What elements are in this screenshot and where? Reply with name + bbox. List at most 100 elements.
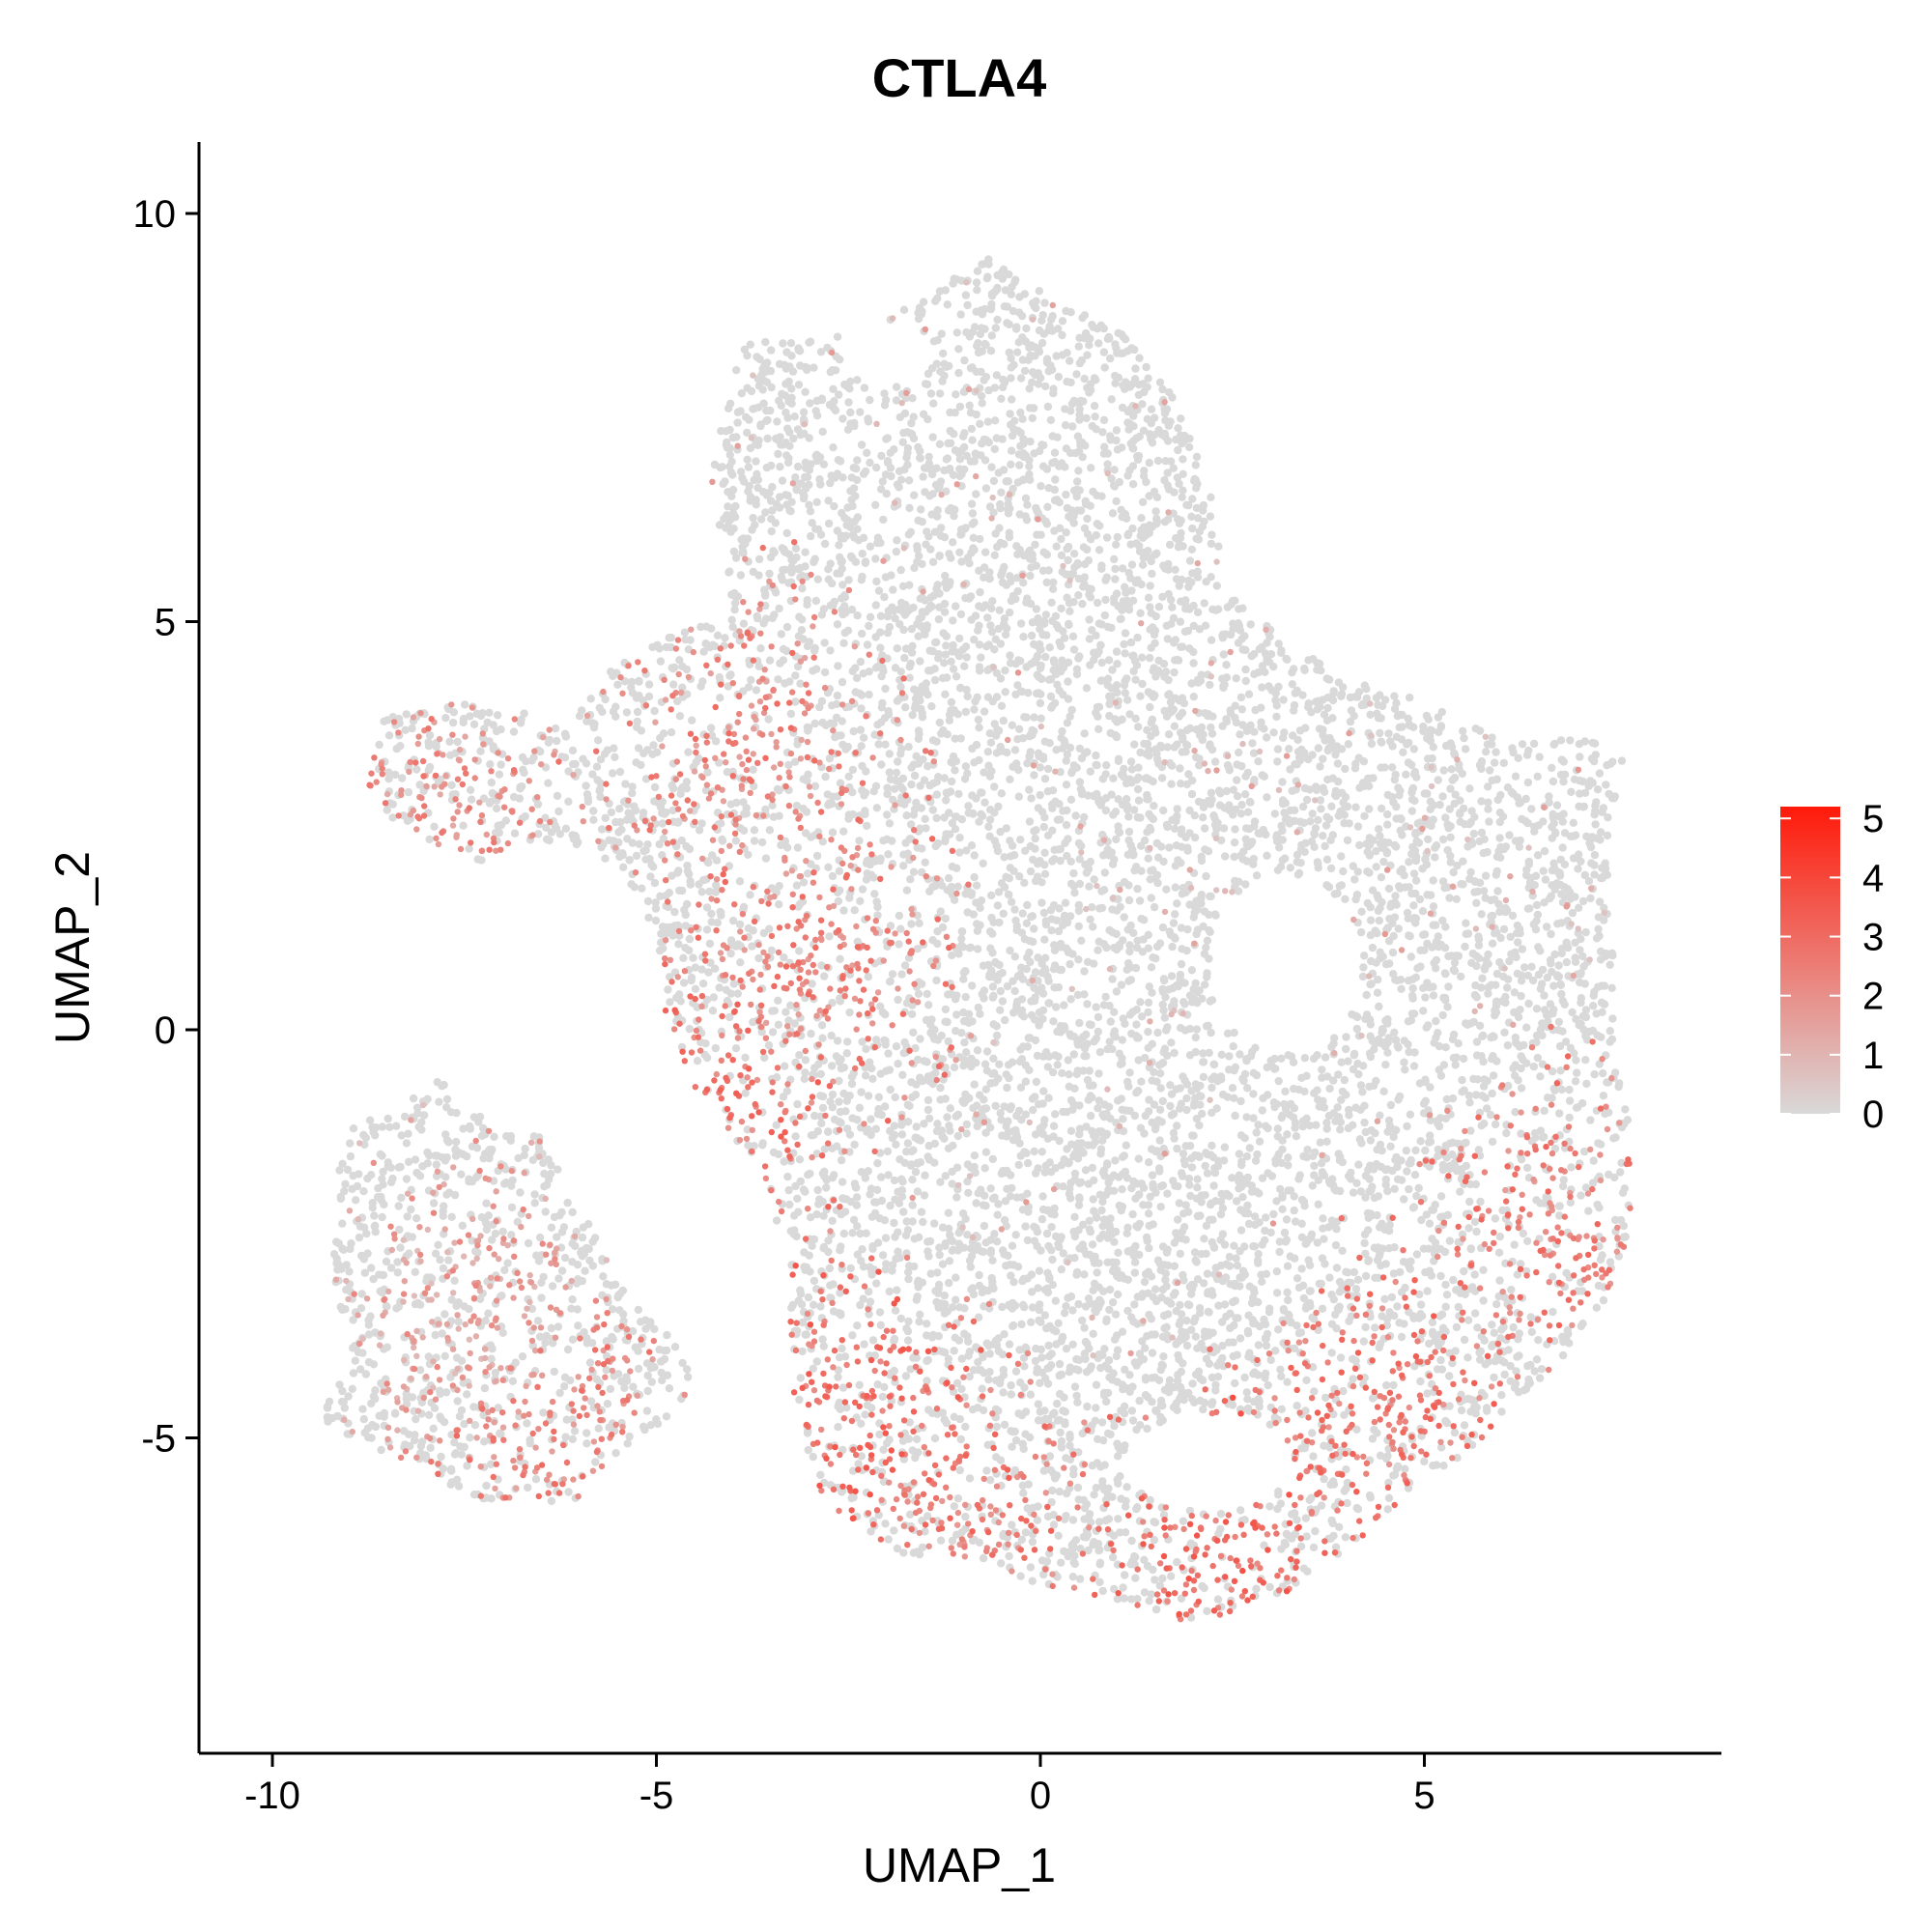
scatter-point bbox=[1001, 1015, 1009, 1025]
scatter-point bbox=[1366, 916, 1376, 924]
scatter-point bbox=[876, 643, 885, 652]
scatter-point bbox=[786, 1001, 795, 1010]
scatter-point bbox=[1106, 728, 1115, 738]
scatter-point bbox=[795, 1051, 804, 1060]
scatter-point bbox=[360, 1429, 369, 1437]
scatter-point bbox=[1023, 759, 1032, 768]
scatter-point bbox=[1199, 1072, 1208, 1082]
scatter-point bbox=[822, 1183, 831, 1192]
scatter-point bbox=[596, 755, 606, 764]
scatter-point bbox=[1059, 1249, 1067, 1258]
scatter-point bbox=[825, 754, 835, 763]
scatter-point bbox=[1165, 540, 1175, 550]
scatter-point bbox=[1396, 1267, 1405, 1277]
scatter-point bbox=[838, 1194, 847, 1203]
scatter-point bbox=[984, 1376, 993, 1384]
scatter-point bbox=[1176, 533, 1185, 543]
scatter-point bbox=[1333, 889, 1342, 897]
scatter-point bbox=[1137, 514, 1146, 523]
scatter-point bbox=[1349, 1188, 1358, 1197]
scatter-point bbox=[1150, 487, 1159, 497]
scatter-point bbox=[1470, 1217, 1480, 1227]
scatter-point bbox=[767, 346, 776, 355]
scatter-point bbox=[521, 811, 529, 821]
scatter-point bbox=[1151, 728, 1160, 737]
scatter-point bbox=[1002, 1262, 1010, 1270]
scatter-point bbox=[346, 1151, 355, 1161]
scatter-point bbox=[851, 688, 860, 696]
scatter-point bbox=[1177, 414, 1185, 423]
scatter-point bbox=[978, 1384, 986, 1393]
scatter-point bbox=[1474, 932, 1483, 941]
scatter-point bbox=[1027, 794, 1036, 803]
scatter-point bbox=[1040, 869, 1050, 878]
scatter-point bbox=[1026, 1563, 1036, 1572]
scatter-point bbox=[1308, 1181, 1318, 1190]
scatter-point bbox=[1302, 1532, 1311, 1541]
scatter-point bbox=[1272, 712, 1281, 722]
scatter-point bbox=[767, 946, 776, 955]
scatter-point bbox=[1004, 1251, 1012, 1261]
scatter-point bbox=[1049, 1520, 1059, 1529]
scatter-point bbox=[1156, 1084, 1165, 1093]
scatter-point bbox=[408, 724, 416, 733]
scatter-point bbox=[1049, 389, 1058, 398]
scatter-point bbox=[1483, 740, 1492, 749]
scatter-point bbox=[1004, 477, 1013, 486]
scatter-point bbox=[560, 1253, 570, 1263]
scatter-point bbox=[988, 949, 997, 957]
scatter-point bbox=[776, 463, 784, 471]
chart-title: CTLA4 bbox=[872, 47, 1046, 108]
scatter-point bbox=[1185, 434, 1194, 443]
scatter-point bbox=[1068, 1573, 1078, 1581]
scatter-point bbox=[1050, 485, 1060, 495]
scatter-point bbox=[793, 843, 803, 852]
scatter-point bbox=[1459, 857, 1467, 866]
scatter-point bbox=[1374, 894, 1382, 903]
scatter-point bbox=[447, 1212, 456, 1222]
scatter-point bbox=[899, 862, 908, 870]
scatter-point bbox=[1383, 1452, 1392, 1461]
scatter-point bbox=[932, 737, 941, 746]
scatter-point bbox=[1452, 1322, 1462, 1332]
scatter-point bbox=[403, 1212, 412, 1221]
scatter-point bbox=[1566, 1198, 1576, 1208]
scatter-point bbox=[833, 620, 842, 629]
scatter-point bbox=[1523, 778, 1533, 787]
scatter-point bbox=[430, 822, 439, 831]
scatter-point bbox=[1384, 884, 1394, 894]
scatter-point bbox=[1367, 739, 1377, 749]
scatter-point bbox=[1010, 746, 1020, 754]
scatter-point bbox=[1037, 1148, 1047, 1156]
scatter-point bbox=[1283, 1262, 1293, 1270]
scatter-point bbox=[1028, 378, 1037, 387]
scatter-point bbox=[1347, 1168, 1355, 1178]
scatter-point bbox=[625, 1432, 634, 1441]
scatter-point bbox=[1416, 1377, 1425, 1386]
scatter-point bbox=[1188, 524, 1197, 533]
scatter-point bbox=[1173, 1557, 1181, 1567]
scatter-point bbox=[980, 707, 989, 716]
scatter-point bbox=[1125, 1010, 1135, 1019]
scatter-point bbox=[1596, 1255, 1605, 1264]
scatter-point bbox=[816, 1302, 825, 1311]
scatter-point bbox=[1478, 974, 1487, 982]
scatter-point bbox=[872, 463, 881, 472]
scatter-point bbox=[1401, 1065, 1409, 1074]
scatter-point bbox=[994, 1074, 1003, 1083]
scatter-point bbox=[864, 1167, 872, 1176]
scatter-point bbox=[1258, 683, 1266, 692]
scatter-point bbox=[1485, 817, 1493, 826]
scatter-point bbox=[935, 389, 945, 398]
scatter-point bbox=[1607, 1035, 1617, 1044]
scatter-point bbox=[1549, 1006, 1558, 1014]
scatter-point bbox=[1101, 992, 1110, 1002]
scatter-point bbox=[874, 586, 884, 595]
scatter-point bbox=[1277, 1372, 1286, 1381]
scatter-point bbox=[972, 881, 981, 890]
scatter-point bbox=[1472, 1227, 1481, 1236]
scatter-point bbox=[1179, 1209, 1188, 1218]
scatter-point bbox=[1032, 826, 1040, 835]
scatter-point bbox=[981, 484, 991, 493]
scatter-point bbox=[849, 464, 858, 472]
